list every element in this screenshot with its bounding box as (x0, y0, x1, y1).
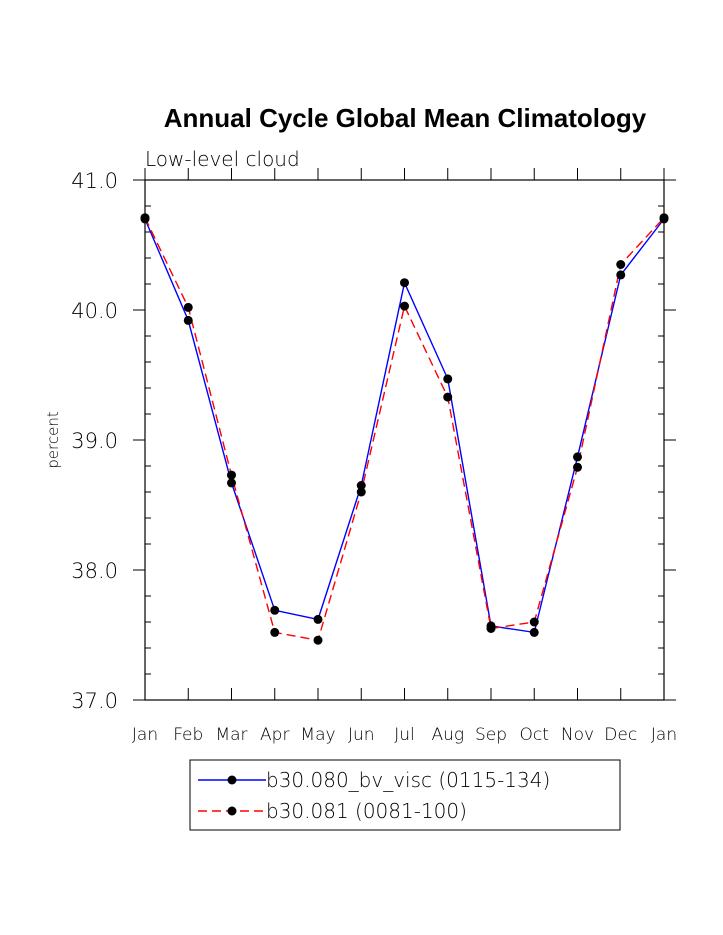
x-tick-label: Apr (260, 725, 289, 745)
legend-marker-series-1 (227, 775, 237, 785)
legend: b30.080_bv_visc (0115-134) b30.081 (0081… (189, 759, 621, 831)
data-point-series-1 (616, 270, 626, 280)
data-point-series-2 (659, 213, 669, 223)
chart-subtitle: Low-level cloud (145, 147, 300, 171)
x-tick-label: Dec (604, 725, 637, 745)
y-tick-label: 37.0 (71, 689, 118, 713)
data-point-series-2 (183, 302, 193, 312)
plot-frame (144, 179, 665, 701)
legend-marker-series-2 (227, 806, 237, 816)
data-point-series-2 (616, 260, 626, 269)
x-tick-label: Oct (520, 725, 549, 745)
y-tick-label: 41.0 (71, 169, 118, 193)
data-point-series-2 (356, 487, 366, 497)
series-layer (140, 213, 669, 645)
legend-label-series-2: b30.081 (0081-100) (266, 799, 467, 823)
data-point-series-1 (313, 614, 323, 624)
data-point-series-1 (183, 315, 193, 325)
data-point-series-2 (270, 627, 280, 637)
data-point-series-1 (573, 452, 582, 462)
y-tick-label: 40.0 (71, 299, 118, 323)
y-tick-label: 38.0 (71, 559, 118, 583)
data-point-series-2 (140, 213, 150, 223)
data-point-series-2 (573, 462, 582, 472)
x-tick-label: Feb (173, 725, 203, 745)
x-tick-label: Jan (132, 725, 158, 745)
x-tick-label: Mar (215, 725, 247, 745)
x-tick-label: Jan (651, 725, 677, 745)
data-point-series-2 (443, 392, 453, 402)
legend-label-series-1: b30.080_bv_visc (0115-134) (266, 768, 550, 792)
data-point-series-1 (356, 481, 366, 490)
data-point-series-2 (486, 624, 496, 633)
data-point-series-1 (400, 278, 409, 288)
data-point-series-2 (400, 301, 409, 311)
legend-box (189, 759, 621, 831)
axis-ticks: Jan Feb Mar Apr May Jun Jul Aug Sep Oct Nov Dec Jan 3… (71, 168, 677, 745)
data-point-series-1 (270, 605, 280, 615)
x-tick-label: Jun (348, 725, 375, 745)
y-axis-label: percent (44, 411, 62, 469)
data-point-series-1 (443, 374, 453, 384)
y-tick-label: 39.0 (71, 429, 118, 453)
x-tick-label: Sep (475, 725, 507, 745)
x-tick-label: Aug (431, 725, 464, 745)
x-tick-label: May (300, 725, 335, 745)
x-tick-label: Nov (561, 725, 594, 745)
data-point-series-2 (227, 470, 236, 480)
x-tick-label: Jul (394, 725, 415, 745)
data-point-series-1 (529, 627, 539, 637)
data-point-series-1 (227, 478, 236, 488)
data-point-series-2 (529, 617, 539, 627)
data-point-series-2 (313, 635, 323, 645)
chart-title: Annual Cycle Global Mean Climatology (164, 103, 647, 133)
